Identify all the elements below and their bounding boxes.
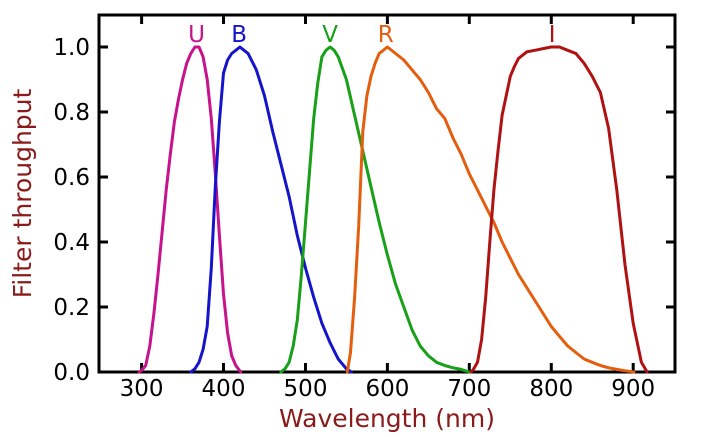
y-tick-label: 1.0 [53, 35, 90, 61]
x-tick-label: 700 [447, 376, 491, 402]
curve-B [189, 45, 353, 374]
y-tick-label: 0.6 [53, 165, 90, 191]
y-tick-label: 0.0 [53, 360, 90, 386]
series-label-R: R [378, 22, 394, 48]
x-tick-label: 900 [611, 376, 655, 402]
y-tick-label: 0.4 [53, 230, 90, 256]
y-tick-label: 0.2 [53, 295, 90, 321]
series-label-I: I [549, 22, 556, 48]
curve-V [279, 45, 471, 374]
x-tick-label: 300 [120, 376, 164, 402]
x-tick-label: 500 [284, 376, 328, 402]
y-tick-label: 0.8 [53, 100, 90, 126]
x-tick-label: 600 [365, 376, 409, 402]
axis-tick-labels: 300 400 500 600 700 800 900 0.0 0.2 0.4 0.6 0.8 1.0 [53, 35, 655, 402]
x-tick-label: 800 [529, 376, 573, 402]
x-tick-label: 400 [202, 376, 246, 402]
curve-U [137, 45, 243, 374]
y-axis-label: Filter throughput [8, 89, 37, 299]
curve-I [469, 45, 649, 374]
curve-R [345, 45, 636, 374]
series-label-B: B [231, 22, 247, 48]
x-axis-label: Wavelength (nm) [279, 404, 495, 433]
series-label-U: U [188, 22, 205, 48]
series-label-V: V [322, 22, 338, 48]
filter-curves [137, 45, 649, 374]
